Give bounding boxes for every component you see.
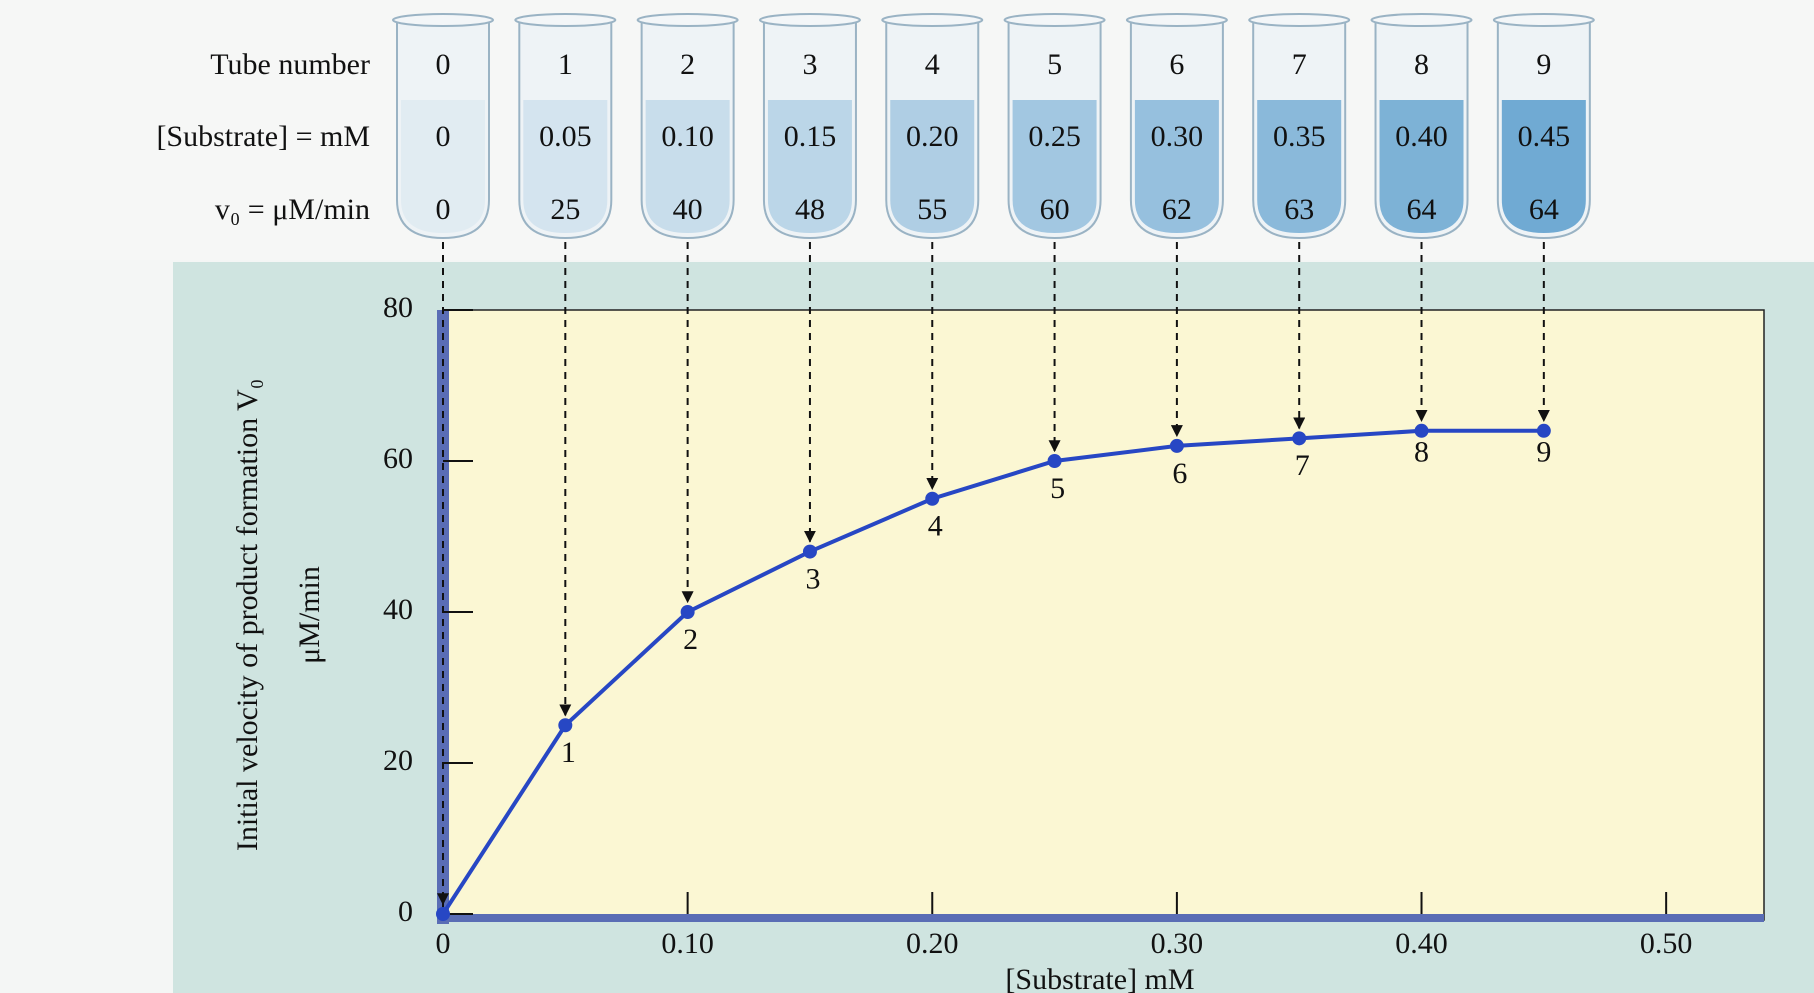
- point-label: 2: [683, 623, 698, 656]
- substrate-label: 0.15: [784, 120, 837, 153]
- velocity-label: 60: [1040, 193, 1070, 226]
- substrate-label: 0.45: [1518, 120, 1571, 153]
- page: Tube number [Substrate] = mM v₀ = μM/min…: [0, 0, 1814, 993]
- point-label: 6: [1172, 457, 1187, 490]
- point-label: 5: [1050, 472, 1065, 505]
- substrate-label: 0.20: [906, 120, 959, 153]
- x-tick-label: 0: [436, 927, 451, 960]
- y-tick-label: 40: [383, 593, 413, 626]
- x-tick-label: 0.30: [1151, 927, 1204, 960]
- data-point: [681, 605, 695, 619]
- x-tick-label: 0.50: [1640, 927, 1693, 960]
- tube-rim: [882, 14, 982, 26]
- substrate-label: 0.25: [1028, 120, 1081, 153]
- point-label: 9: [1536, 436, 1551, 469]
- row-label: [Substrate] = mM: [156, 120, 370, 153]
- tube-number: 2: [680, 48, 695, 81]
- substrate-label: 0.35: [1273, 120, 1326, 153]
- data-point: [925, 492, 939, 506]
- tube-rim: [638, 14, 738, 26]
- velocity-label: 0: [436, 193, 451, 226]
- y-tick-label: 20: [383, 744, 413, 777]
- x-tick-label: 0.40: [1395, 927, 1448, 960]
- tube-rim: [760, 14, 860, 26]
- tube-rim: [1372, 14, 1472, 26]
- row-label: Tube number: [210, 48, 370, 81]
- point-label: 8: [1414, 436, 1429, 469]
- plot-area: [443, 310, 1764, 920]
- tube-number: 9: [1536, 48, 1551, 81]
- tube-number: 5: [1047, 48, 1062, 81]
- x-axis-label: [Substrate] mM: [1005, 963, 1194, 993]
- point-label: 7: [1295, 449, 1310, 482]
- velocity-label: 48: [795, 193, 825, 226]
- y-axis-label: Initial velocity of product formation V₀: [231, 379, 264, 851]
- data-point: [1292, 431, 1306, 445]
- x-tick-label: 0.10: [661, 927, 714, 960]
- data-point: [1170, 439, 1184, 453]
- velocity-label: 64: [1529, 193, 1559, 226]
- tube-number: 1: [558, 48, 573, 81]
- tube-number: 4: [925, 48, 940, 81]
- tube-number: 0: [436, 48, 451, 81]
- data-point: [436, 907, 450, 921]
- point-label: 4: [928, 510, 943, 543]
- data-point: [558, 718, 572, 732]
- tube-rim: [515, 14, 615, 26]
- substrate-label: 0.30: [1151, 120, 1204, 153]
- substrate-label: 0: [436, 120, 451, 153]
- tube-number: 8: [1414, 48, 1429, 81]
- tube-number: 7: [1292, 48, 1307, 81]
- x-axis: [437, 914, 1764, 922]
- y-tick-label: 80: [383, 291, 413, 324]
- tube-number: 6: [1169, 48, 1184, 81]
- velocity-label: 62: [1162, 193, 1192, 226]
- data-point: [803, 545, 817, 559]
- tube-rim: [1005, 14, 1105, 26]
- tube-rim: [1127, 14, 1227, 26]
- y-tick-label: 0: [398, 895, 413, 928]
- tube-rim: [1249, 14, 1349, 26]
- substrate-label: 0.05: [539, 120, 592, 153]
- substrate-label: 0.10: [661, 120, 714, 153]
- velocity-label: 25: [550, 193, 580, 226]
- data-point: [1048, 454, 1062, 468]
- chart: Tube number [Substrate] = mM v₀ = μM/min…: [0, 0, 1814, 993]
- x-tick-label: 0.20: [906, 927, 959, 960]
- velocity-label: 55: [917, 193, 947, 226]
- point-label: 1: [561, 736, 576, 769]
- point-label: 3: [805, 562, 820, 595]
- velocity-label: 40: [673, 193, 703, 226]
- substrate-label: 0.40: [1395, 120, 1448, 153]
- velocity-label: 64: [1407, 193, 1437, 226]
- y-tick-label: 60: [383, 442, 413, 475]
- row-label: v₀ = μM/min: [215, 193, 370, 226]
- tube-rim: [1494, 14, 1594, 26]
- tube-number: 3: [802, 48, 817, 81]
- tube-rim: [393, 14, 493, 26]
- y-axis-label: μM/min: [293, 566, 326, 664]
- velocity-label: 63: [1284, 193, 1314, 226]
